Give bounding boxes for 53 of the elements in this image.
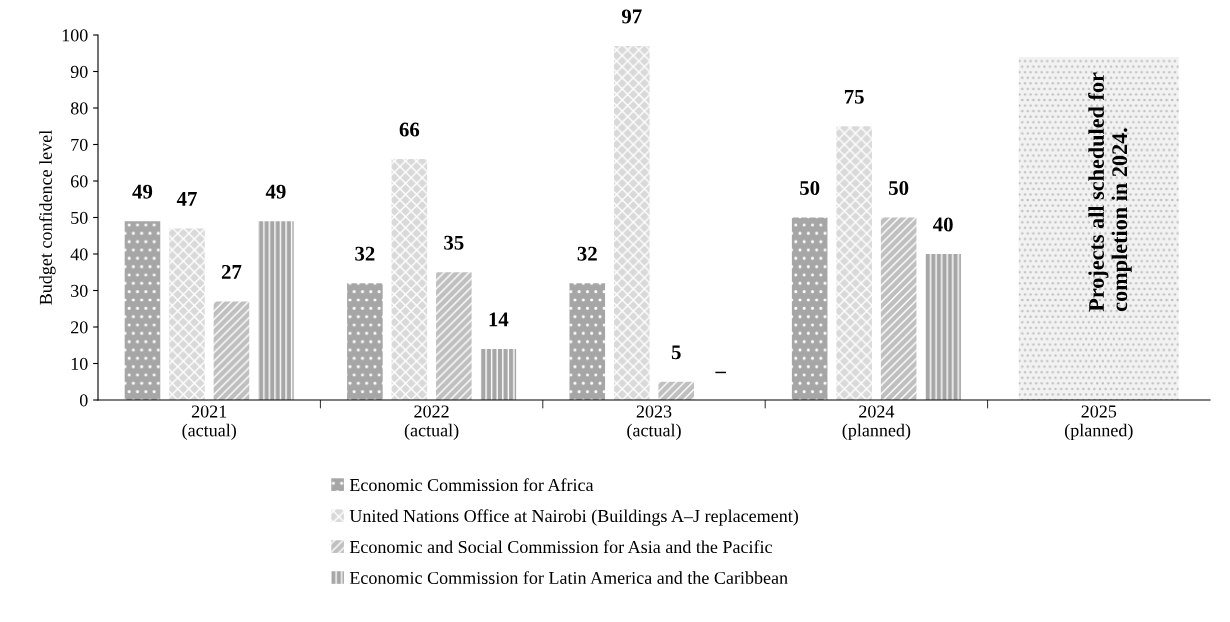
bar	[480, 348, 517, 400]
data-label: 49	[132, 184, 153, 199]
legend-label: Economic and Social Commission for Asia and the Pacific	[349, 540, 773, 554]
legend-label: Economic Commission for Africa	[349, 478, 594, 492]
data-label: 75	[844, 89, 864, 104]
data-label: 47	[176, 192, 197, 206]
data-label: 5	[671, 345, 681, 360]
data-label: 32	[355, 246, 375, 261]
data-label: 14	[489, 312, 509, 327]
x-tick-label: 2025 (planned)	[1065, 405, 1133, 441]
bar	[124, 221, 161, 400]
y-tick-label: 90	[70, 65, 88, 78]
x-tick-label: 2022 (actual)	[404, 405, 459, 441]
y-tick-label: 30	[71, 284, 88, 297]
bar	[791, 217, 828, 400]
y-tick-label: 10	[71, 357, 88, 370]
y-tick-label: 100	[62, 29, 88, 42]
data-label: 35	[444, 235, 464, 250]
bar	[258, 221, 294, 400]
band-label: Projects all scheduled for completion in 2024.	[1088, 72, 1132, 312]
data-label: 66	[399, 122, 420, 137]
text: –	[715, 371, 727, 374]
bar	[213, 301, 250, 400]
data-label: 50	[800, 180, 820, 196]
data-label: 40	[932, 217, 953, 232]
legend-label: United Nations Office at Nairobi (Buildings A–J replacement)	[349, 509, 798, 526]
data-label: 32	[577, 246, 597, 261]
legend-label: Economic Commission for Latin America and the Caribbean	[349, 571, 788, 585]
bar	[613, 45, 650, 400]
bar	[658, 381, 695, 400]
y-tick-label: 20	[71, 321, 88, 334]
bar	[436, 272, 472, 400]
y-tick-label: 0	[79, 394, 88, 407]
x-tick-label: 2021 (actual)	[182, 405, 236, 441]
y-tick-label: 40	[70, 248, 88, 261]
x-tick-label: 2023 (actual)	[627, 405, 681, 441]
bar	[347, 283, 383, 400]
bar	[925, 254, 961, 400]
data-label: 50	[889, 180, 909, 196]
y-tick-label: 80	[70, 102, 88, 115]
bar	[880, 217, 917, 400]
y-tick-label: 70	[71, 138, 88, 151]
y-axis-title: Budget confidence level	[39, 130, 56, 305]
bar	[169, 228, 205, 400]
y-tick-label: 60	[71, 175, 88, 188]
data-label: 27	[221, 264, 242, 279]
bar	[836, 126, 872, 400]
bar	[569, 283, 606, 400]
bar	[391, 159, 428, 400]
x-tick-label: 2024 (planned)	[842, 405, 911, 441]
data-label: 97	[621, 9, 642, 24]
data-label: 49	[265, 184, 286, 199]
y-tick-label: 50	[71, 211, 88, 224]
